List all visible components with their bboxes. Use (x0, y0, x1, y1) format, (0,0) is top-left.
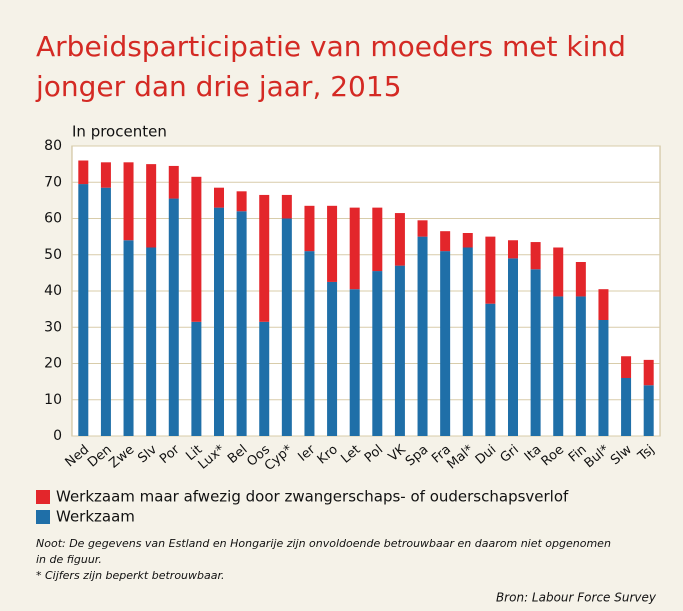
bar-segment (417, 236, 428, 436)
bar-segment (214, 207, 224, 436)
x-tick-label: Roe (539, 442, 567, 469)
bar-segment (485, 236, 496, 304)
bar-segment (394, 213, 405, 266)
y-tick-label: 80 (44, 138, 62, 154)
x-tick-label: Kro (315, 442, 341, 467)
x-tick-label: Dui (473, 442, 499, 468)
x-tick-label: Zwe (107, 442, 138, 471)
bar-segment (349, 289, 360, 436)
bar-segment (168, 165, 179, 199)
bar-segment (621, 378, 632, 436)
bar-segment (553, 296, 564, 436)
y-tick-label: 50 (44, 247, 62, 263)
y-tick-label: 30 (44, 319, 62, 335)
bar-segment (598, 320, 609, 436)
bar-segment (508, 240, 518, 259)
bar-segment (349, 207, 360, 290)
bar-segment (530, 242, 541, 270)
y-tick-label: 70 (44, 174, 62, 190)
bar-segment (100, 162, 111, 188)
x-tick-label: Tsj (635, 442, 658, 465)
bar-segment (462, 247, 473, 436)
bar-segment (553, 247, 564, 297)
chart-title: Arbeidsparticipatie van moeders met kind (36, 30, 626, 63)
bar-segment (508, 258, 518, 436)
bar-segment (621, 356, 632, 378)
bar-segment (146, 164, 157, 248)
legend-swatch (36, 490, 50, 504)
x-tick-label: Pol (362, 442, 386, 466)
bar-segment (327, 281, 338, 436)
y-tick-label: 40 (44, 283, 62, 299)
y-tick-label: 0 (53, 428, 62, 444)
bar-segment (643, 359, 654, 386)
x-tick-label: Slv (135, 442, 160, 466)
x-tick-label: Slw (608, 442, 635, 468)
y-axis-label: In procenten (72, 123, 167, 141)
legend-swatch (36, 510, 50, 524)
source: Bron: Labour Force Survey (496, 591, 657, 605)
bar-segment (214, 187, 224, 208)
x-tick-label: Ier (295, 442, 318, 465)
bar-segment (259, 321, 270, 436)
note: * Cijfers zijn beperkt betrouwbaar. (36, 569, 225, 582)
x-tick-label: Bel (225, 442, 250, 467)
bar-segment (168, 198, 179, 436)
bar-segment (236, 211, 247, 436)
y-tick-label: 10 (44, 392, 62, 408)
bar-segment (78, 160, 89, 185)
bar-segment (123, 162, 134, 241)
bar-segment (440, 231, 451, 252)
bar-segment (146, 247, 157, 436)
legend-label: Werkzaam maar afwezig door zwangerschaps… (56, 488, 569, 506)
x-tick-label: Gri (498, 442, 522, 466)
bar-segment (394, 265, 405, 436)
x-tick-label: Spa (403, 442, 431, 469)
bar-segment (485, 303, 496, 436)
note: Noot: De gegevens van Estland en Hongari… (36, 537, 611, 550)
bar-segment (78, 184, 89, 436)
bar-segment (191, 321, 202, 436)
bar-segment (575, 296, 586, 436)
x-tick-label: Mal* (445, 442, 477, 473)
bar-segment (236, 191, 247, 212)
y-tick-label: 60 (44, 211, 62, 227)
bar-segment (372, 207, 383, 272)
bar-segment (327, 205, 338, 282)
y-tick-label: 20 (44, 356, 62, 372)
bar-segment (462, 233, 473, 248)
bar-segment (259, 194, 270, 322)
bar-segment (191, 176, 202, 322)
bar-segment (643, 385, 654, 436)
bar-segment (417, 220, 428, 237)
bar-segment (304, 205, 315, 252)
x-tick-label: Let (338, 442, 363, 466)
legend-label: Werkzaam (56, 508, 135, 526)
bar-segment (281, 194, 292, 219)
bar-segment (372, 271, 383, 436)
bar-segment (575, 262, 586, 297)
bar-segment (100, 187, 111, 436)
chart-title: jonger dan drie jaar, 2015 (35, 70, 402, 103)
bar-segment (440, 251, 451, 436)
note: in de figuur. (36, 553, 102, 566)
x-tick-label: Lux* (196, 442, 229, 473)
bar-segment (123, 240, 134, 436)
bar-segment (304, 251, 315, 436)
bar-segment (598, 289, 609, 320)
x-tick-label: Por (157, 442, 183, 467)
bar-segment (530, 269, 541, 436)
bar-segment (281, 218, 292, 436)
